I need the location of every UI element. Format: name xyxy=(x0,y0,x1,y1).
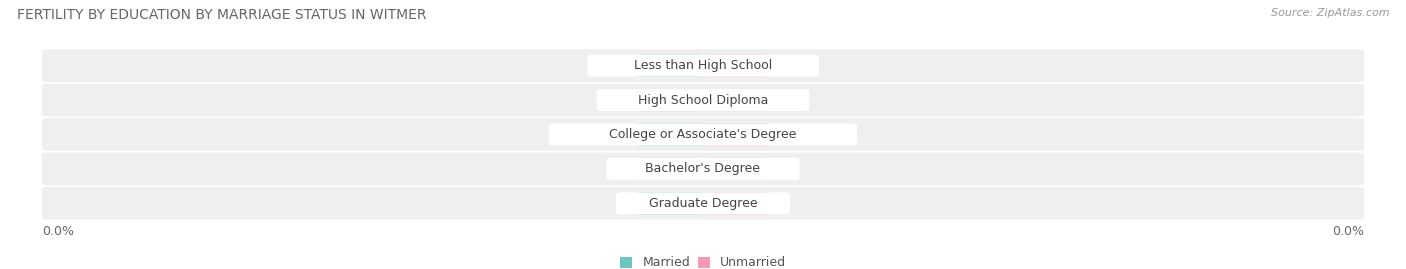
Text: 0.0%: 0.0% xyxy=(721,95,751,105)
Text: 0.0%: 0.0% xyxy=(655,164,685,174)
Text: FERTILITY BY EDUCATION BY MARRIAGE STATUS IN WITMER: FERTILITY BY EDUCATION BY MARRIAGE STATU… xyxy=(17,8,426,22)
FancyBboxPatch shape xyxy=(702,89,770,111)
FancyBboxPatch shape xyxy=(39,84,1367,116)
FancyBboxPatch shape xyxy=(636,89,704,111)
FancyBboxPatch shape xyxy=(39,187,1367,220)
Text: College or Associate's Degree: College or Associate's Degree xyxy=(609,128,797,141)
FancyBboxPatch shape xyxy=(596,89,810,111)
FancyBboxPatch shape xyxy=(616,192,790,214)
Text: 0.0%: 0.0% xyxy=(655,129,685,140)
Text: 0.0%: 0.0% xyxy=(655,61,685,71)
Text: 0.0%: 0.0% xyxy=(721,198,751,208)
FancyBboxPatch shape xyxy=(588,55,818,77)
FancyBboxPatch shape xyxy=(548,123,858,146)
Text: 0.0%: 0.0% xyxy=(655,198,685,208)
FancyBboxPatch shape xyxy=(636,192,704,214)
FancyBboxPatch shape xyxy=(702,158,770,180)
Legend: Married, Unmarried: Married, Unmarried xyxy=(620,256,786,269)
FancyBboxPatch shape xyxy=(39,49,1367,82)
FancyBboxPatch shape xyxy=(636,55,704,77)
Text: 0.0%: 0.0% xyxy=(655,95,685,105)
Text: High School Diploma: High School Diploma xyxy=(638,94,768,107)
Text: Less than High School: Less than High School xyxy=(634,59,772,72)
Text: 0.0%: 0.0% xyxy=(721,61,751,71)
FancyBboxPatch shape xyxy=(636,158,704,180)
FancyBboxPatch shape xyxy=(702,192,770,214)
FancyBboxPatch shape xyxy=(606,158,800,180)
FancyBboxPatch shape xyxy=(39,118,1367,151)
Text: 0.0%: 0.0% xyxy=(721,129,751,140)
FancyBboxPatch shape xyxy=(702,123,770,146)
Text: 0.0%: 0.0% xyxy=(721,164,751,174)
Text: Source: ZipAtlas.com: Source: ZipAtlas.com xyxy=(1271,8,1389,18)
FancyBboxPatch shape xyxy=(636,123,704,146)
FancyBboxPatch shape xyxy=(702,55,770,77)
Text: Bachelor's Degree: Bachelor's Degree xyxy=(645,162,761,175)
FancyBboxPatch shape xyxy=(39,153,1367,185)
Text: 0.0%: 0.0% xyxy=(42,225,75,238)
Text: 0.0%: 0.0% xyxy=(1331,225,1364,238)
Text: Graduate Degree: Graduate Degree xyxy=(648,197,758,210)
